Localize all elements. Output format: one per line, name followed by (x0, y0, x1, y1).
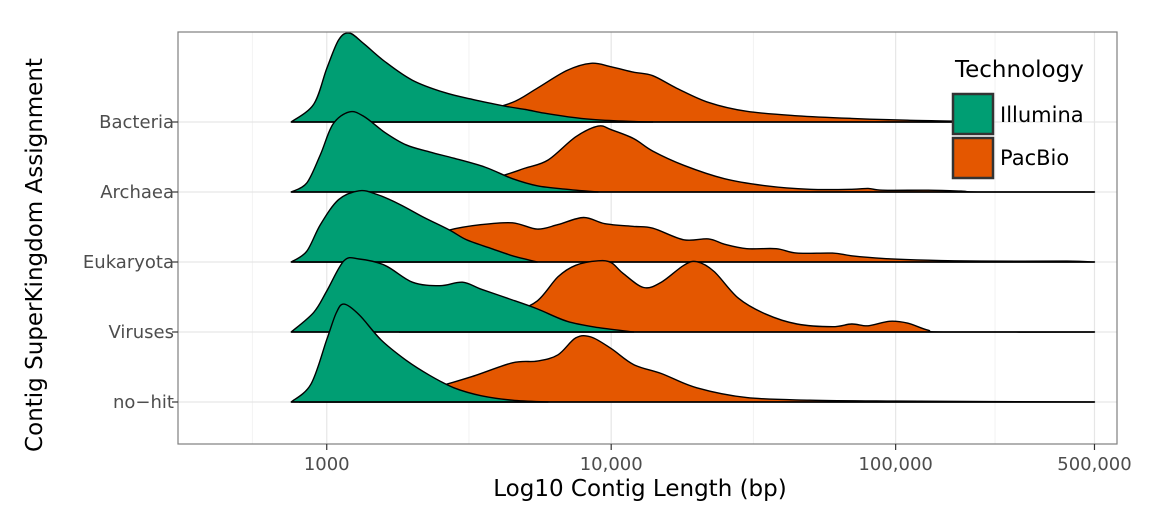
ridge-archaea-pacbio (391, 125, 1096, 193)
x-tick-label-1000: 1000 (304, 454, 350, 475)
y-axis-title: Contig SuperKingdom Assignment (22, 58, 48, 452)
x-tick-label-100-000: 100,000 (858, 454, 932, 475)
y-tick-label-no-hit: no−hit (113, 392, 174, 413)
y-tick-label-eukaryota: Eukaryota (83, 252, 174, 273)
legend-label-pacbio: PacBio (1000, 146, 1069, 170)
legend: Technology Illumina PacBio (951, 57, 1084, 180)
legend-label-illumina: Illumina (1000, 103, 1084, 127)
y-tick-label-bacteria: Bacteria (99, 112, 174, 133)
legend-swatch-illumina (951, 92, 995, 136)
x-tick-label-500-000: 500,000 (1057, 454, 1131, 475)
ridge-viruses-pacbio (398, 259, 1096, 333)
ridge-bacteria-illumina (290, 32, 654, 123)
ridge-eukaryota-illumina (290, 189, 538, 263)
x-axis-title: Log10 Contig Length (bp) (493, 476, 786, 502)
ridge-areas (290, 32, 1096, 403)
y-tick-label-archaea: Archaea (100, 182, 174, 203)
y-axis-ticks: Bacteria Archaea Eukaryota Viruses no−hit (83, 112, 178, 413)
ridge-viruses-illumina (290, 256, 635, 333)
x-tick-label-10-000: 10,000 (580, 454, 643, 475)
plot-panel-border (177, 31, 1118, 445)
ridge-no-hit-illumina (290, 303, 549, 403)
x-axis-ticks: 1000 10,000 100,000 500,000 (304, 444, 1132, 475)
legend-title: Technology (954, 57, 1084, 83)
legend-swatch-pacbio (951, 136, 995, 180)
ridge-archaea-illumina (290, 110, 599, 193)
y-tick-label-viruses: Viruses (108, 322, 174, 343)
